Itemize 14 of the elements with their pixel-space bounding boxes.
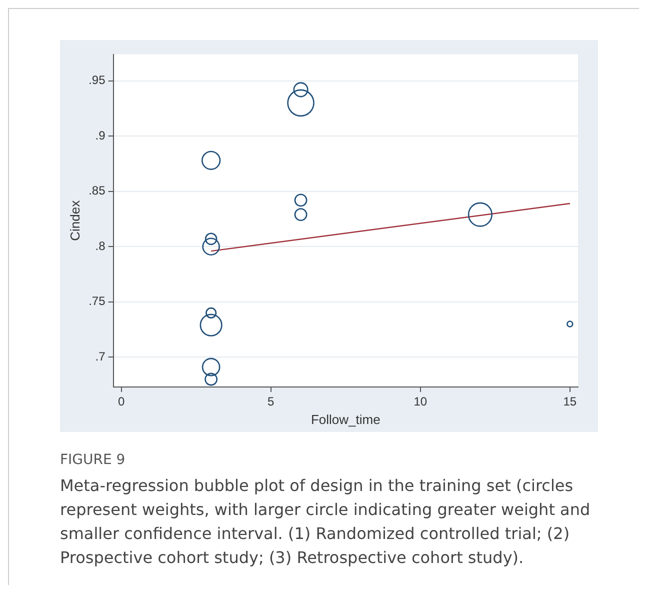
y-tick-label: .95 (88, 73, 106, 88)
text: FIGURE 9 (60, 452, 126, 468)
x-tick-label: 15 (563, 394, 577, 409)
y-tick-label: .9 (95, 128, 106, 142)
y-axis-title: Cindex (67, 200, 82, 241)
x-tick-label: 5 (268, 394, 275, 409)
x-tick-label: 0 (118, 394, 126, 409)
y-tick-label: .75 (88, 294, 106, 308)
y-tick-label: .85 (88, 184, 106, 198)
text: Meta-regression bubble plot of design in the training set (circles represent weights, with larger circle indicating greater weight and smaller confidence interval. (1) Randomized controlled trial; (2) Prospective cohort study; (3) Retrospective cohort study). (60, 475, 592, 569)
y-tick-label: .8 (95, 238, 106, 253)
x-axis-title: Follow_time (310, 412, 380, 427)
y-tick-label: .7 (95, 349, 106, 364)
x-tick-label: 10 (414, 394, 428, 409)
